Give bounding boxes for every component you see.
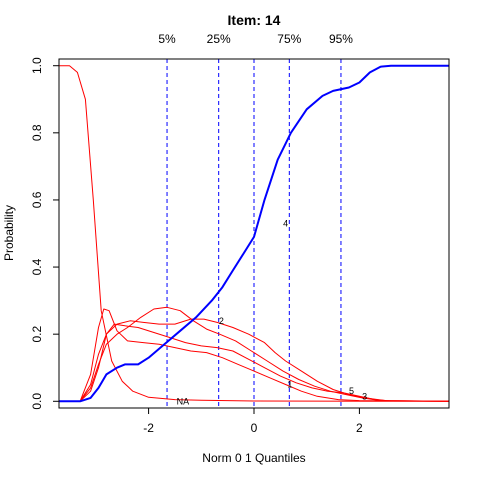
y-tick-label: 0.0 (30, 393, 44, 410)
y-tick-label: 0.8 (30, 124, 44, 141)
curve-label: 1 (287, 380, 292, 390)
y-tick-label: 1.0 (30, 57, 44, 74)
x-tick-label: -2 (143, 421, 154, 435)
chart-title: Item: 14 (228, 12, 281, 28)
y-tick-label: 0.4 (30, 258, 44, 275)
x-axis-label: Norm 0 1 Quantiles (202, 451, 305, 465)
series-layer: NA 2 1 53 4 (59, 64, 450, 406)
curve-label: 4 (283, 218, 288, 228)
quantile-label: 75% (277, 32, 301, 46)
y-tick-label: 0.2 (30, 326, 44, 343)
key-option-curve (59, 64, 449, 403)
distractor-curve (59, 323, 450, 402)
curve-label: NA (177, 396, 190, 406)
distractor-curve (59, 65, 450, 402)
x-tick-label: 2 (356, 421, 363, 435)
quantile-label: 95% (329, 32, 353, 46)
ticks-layer: -2 0 2 0.0 0.2 0.4 0.6 0.8 1.0 (30, 57, 363, 435)
quantile-label: 25% (207, 32, 231, 46)
quantile-label: 5% (158, 32, 176, 46)
distractor-curve (59, 306, 450, 402)
y-axis-label: Probability (2, 205, 16, 261)
curve-label: 2 (219, 316, 224, 326)
x-tick-label: 0 (251, 421, 258, 435)
curve-label: 3 (362, 391, 367, 401)
quantile-lines: 5% 25% 75% 95% (158, 32, 353, 408)
distractor-curve (59, 308, 450, 402)
curve-label: 5 (349, 386, 354, 396)
y-tick-label: 0.6 (30, 191, 44, 208)
